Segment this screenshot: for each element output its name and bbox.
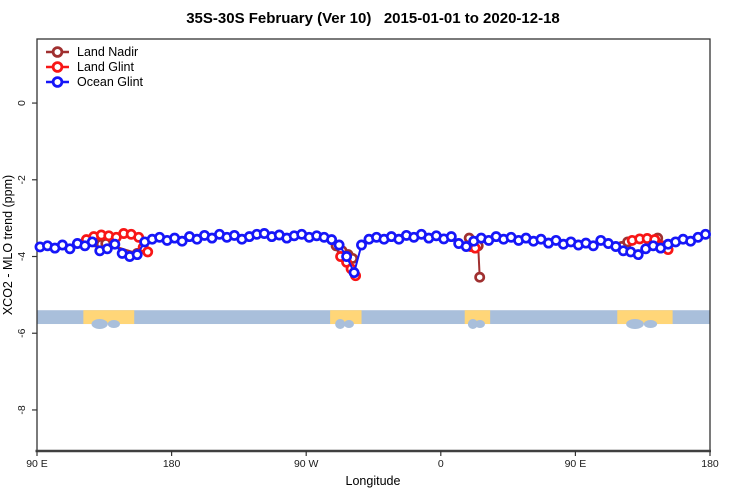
legend-label-land-glint: Land Glint [77,60,135,74]
x-tick-label: 0 [438,458,444,470]
coastline-notch [474,320,485,329]
legend: Land Nadir Land Glint Ocean Glint [46,45,144,89]
data-point [86,236,98,248]
coastline-notch [107,320,120,329]
x-tick-label: 180 [701,458,719,470]
data-point [445,231,457,243]
coastline-notch [343,320,354,329]
x-axis-title: Longitude [346,474,401,488]
data-point [142,246,154,258]
coastline-notch [626,319,644,330]
data-point [101,243,113,255]
data-point [356,239,367,251]
chart-title: 35S-30S February (Ver 10) 2015-01-01 to … [186,10,560,27]
data-point [460,241,472,252]
coastline-notch [335,319,346,330]
data-point [610,241,622,252]
x-tick-label: 90 E [565,458,587,470]
plot-area: 90 E 180 90 W 0 90 E 180 0 -2 -4 -6 -8 [16,38,719,470]
y-tick-label: 0 [16,100,28,106]
y-axis-title: XCO2 - MLO trend (ppm) [1,175,15,315]
data-point [587,240,599,252]
data-point [341,251,353,262]
y-tick-label: -6 [16,328,28,337]
legend-item-land-nadir: Land Nadir [46,45,138,59]
ocean-strip [37,310,710,325]
data-point [326,234,338,246]
data-point [348,267,360,279]
legend-item-land-glint: Land Glint [46,60,135,74]
legend-marker-ocean-glint [51,76,64,88]
data-point [64,243,76,255]
y-tick-label: -4 [16,252,28,261]
data-point [176,235,188,247]
x-tick-label: 90 E [26,458,48,470]
x-tick-label: 90 W [294,458,319,470]
x-tick-label: 180 [163,458,181,470]
coastline-notch [643,320,658,329]
coastline-notch [91,319,108,330]
data-point [474,271,486,283]
data-point [632,249,644,261]
data-point [700,228,711,240]
legend-marker-land-nadir [51,46,64,58]
legend-label-land-nadir: Land Nadir [77,45,138,59]
data-point [131,249,143,261]
data-point [109,238,121,250]
y-tick-label: -8 [16,405,28,414]
coastline-notch [467,319,478,330]
series-ocean-glint [34,228,711,279]
y-tick-label: -2 [16,175,28,184]
legend-item-ocean-glint: Ocean Glint [46,75,144,89]
legend-label-ocean-glint: Ocean Glint [77,75,144,89]
data-point [333,239,345,251]
legend-marker-land-glint [51,61,64,73]
